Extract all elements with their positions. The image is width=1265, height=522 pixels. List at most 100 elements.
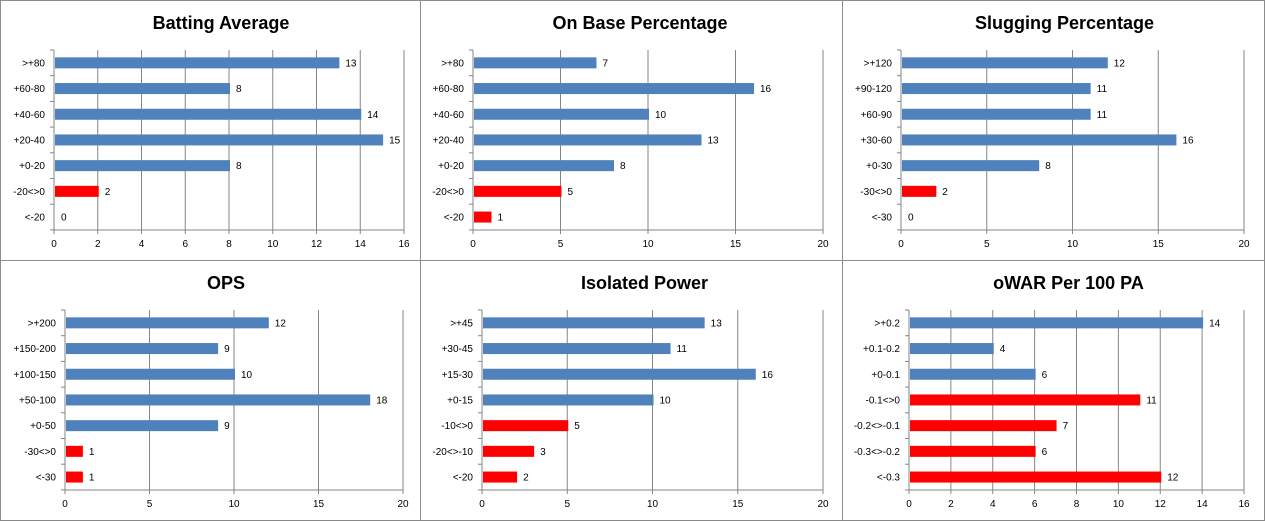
x-tick-label: 12 xyxy=(1155,499,1167,510)
data-label: 5 xyxy=(574,421,580,432)
bar xyxy=(483,471,518,483)
data-label: 5 xyxy=(568,187,574,198)
bar xyxy=(910,343,994,355)
bar xyxy=(474,185,562,197)
data-label: 2 xyxy=(942,187,948,198)
category-label: <-20 xyxy=(25,213,46,224)
bar xyxy=(474,57,597,69)
category-label: +20-40 xyxy=(433,135,465,146)
bar-chart: oWAR Per 100 PA 0 2 4 6 8 10 12 14 16 >+0.2 14 +0.1-… xyxy=(854,273,1250,510)
data-label: 12 xyxy=(275,318,287,329)
x-tick-label: 5 xyxy=(984,239,990,250)
category-label: -20<>-10 xyxy=(432,447,473,458)
chart-panel-slugging-percentage: Slugging Percentage 0 5 10 15 20 >+120 12 +90-12… xyxy=(842,0,1265,261)
bar xyxy=(66,394,371,406)
bar xyxy=(66,420,219,432)
chart-panel-owar-per-100-pa: oWAR Per 100 PA 0 2 4 6 8 10 12 14 16 >+0.2 14 +0.1-… xyxy=(842,260,1265,521)
bar xyxy=(483,317,705,329)
category-label: +30-45 xyxy=(442,344,474,355)
x-tick-label: 5 xyxy=(147,499,153,510)
chart-title: oWAR Per 100 PA xyxy=(993,273,1144,293)
category-label: +40-60 xyxy=(433,110,465,121)
data-label: 11 xyxy=(1097,84,1108,95)
category-label: -30<>0 xyxy=(24,447,56,458)
data-label: 13 xyxy=(345,58,357,69)
category-label: >+120 xyxy=(864,58,893,69)
data-label: 6 xyxy=(1042,370,1048,381)
bar xyxy=(910,368,1036,380)
category-label: -0.3<>-0.2 xyxy=(854,447,901,458)
category-label: -0.2<>-0.1 xyxy=(854,421,901,432)
category-label: +0-20 xyxy=(438,161,464,172)
bar xyxy=(474,83,754,95)
category-label: <-30 xyxy=(872,213,893,224)
bar xyxy=(55,185,99,197)
bar xyxy=(66,471,83,483)
category-label: +0.1-0.2 xyxy=(863,344,900,355)
data-label: 2 xyxy=(105,187,111,198)
data-label: 15 xyxy=(389,135,401,146)
bar xyxy=(902,185,937,197)
bar xyxy=(55,57,340,69)
bar xyxy=(474,108,649,120)
x-tick-label: 0 xyxy=(51,239,57,250)
bar xyxy=(66,343,219,355)
x-tick-label: 6 xyxy=(182,239,188,250)
x-tick-label: 0 xyxy=(906,499,912,510)
x-tick-label: 20 xyxy=(397,499,409,510)
data-label: 3 xyxy=(540,447,546,458)
category-label: >+0.2 xyxy=(874,318,900,329)
x-tick-label: 10 xyxy=(1113,499,1125,510)
data-label: 4 xyxy=(1000,344,1006,355)
category-label: >+80 xyxy=(22,58,45,69)
data-label: 1 xyxy=(498,213,504,224)
category-label: +0-30 xyxy=(866,161,892,172)
data-label: 11 xyxy=(1146,395,1157,406)
bar-chart: Batting Average 0 2 4 6 8 10 12 14 16 >+80 13 +60-80… xyxy=(13,13,410,250)
x-tick-label: 6 xyxy=(1032,499,1038,510)
x-tick-label: 4 xyxy=(139,239,145,250)
category-label: <-30 xyxy=(36,473,57,484)
x-tick-label: 5 xyxy=(558,239,564,250)
data-label: 9 xyxy=(224,421,230,432)
x-tick-label: 20 xyxy=(817,499,829,510)
x-tick-label: 0 xyxy=(470,239,476,250)
chart-panel-batting-average: Batting Average 0 2 4 6 8 10 12 14 16 >+80 13 +60-80… xyxy=(0,0,421,261)
bar xyxy=(483,445,535,457)
bar xyxy=(910,420,1057,432)
data-label: 12 xyxy=(1167,473,1179,484)
x-tick-label: 20 xyxy=(817,239,829,250)
x-tick-label: 10 xyxy=(647,499,659,510)
data-label: 12 xyxy=(1114,58,1126,69)
category-label: +20-40 xyxy=(14,135,46,146)
data-label: 1 xyxy=(89,447,95,458)
bar xyxy=(55,160,230,172)
data-label: 6 xyxy=(1042,447,1048,458)
data-label: 1 xyxy=(89,473,95,484)
chart-title: OPS xyxy=(207,273,245,293)
bar xyxy=(483,394,654,406)
x-tick-label: 5 xyxy=(564,499,570,510)
bar xyxy=(902,160,1040,172)
bar xyxy=(66,445,83,457)
category-label: +40-60 xyxy=(14,110,46,121)
x-tick-label: 15 xyxy=(313,499,325,510)
data-label: 0 xyxy=(61,213,67,224)
x-tick-label: 10 xyxy=(228,499,240,510)
data-label: 8 xyxy=(620,161,626,172)
data-label: 11 xyxy=(677,344,688,355)
data-label: 16 xyxy=(762,370,774,381)
data-label: 0 xyxy=(908,213,914,224)
bar xyxy=(483,343,671,355)
bar xyxy=(902,83,1091,95)
category-label: +30-60 xyxy=(861,135,893,146)
category-label: -30<>0 xyxy=(860,187,892,198)
category-label: +50-100 xyxy=(19,395,56,406)
bar xyxy=(55,108,362,120)
bar xyxy=(902,57,1108,69)
x-tick-label: 15 xyxy=(730,239,742,250)
bar xyxy=(55,134,384,146)
category-label: +15-30 xyxy=(442,370,474,381)
